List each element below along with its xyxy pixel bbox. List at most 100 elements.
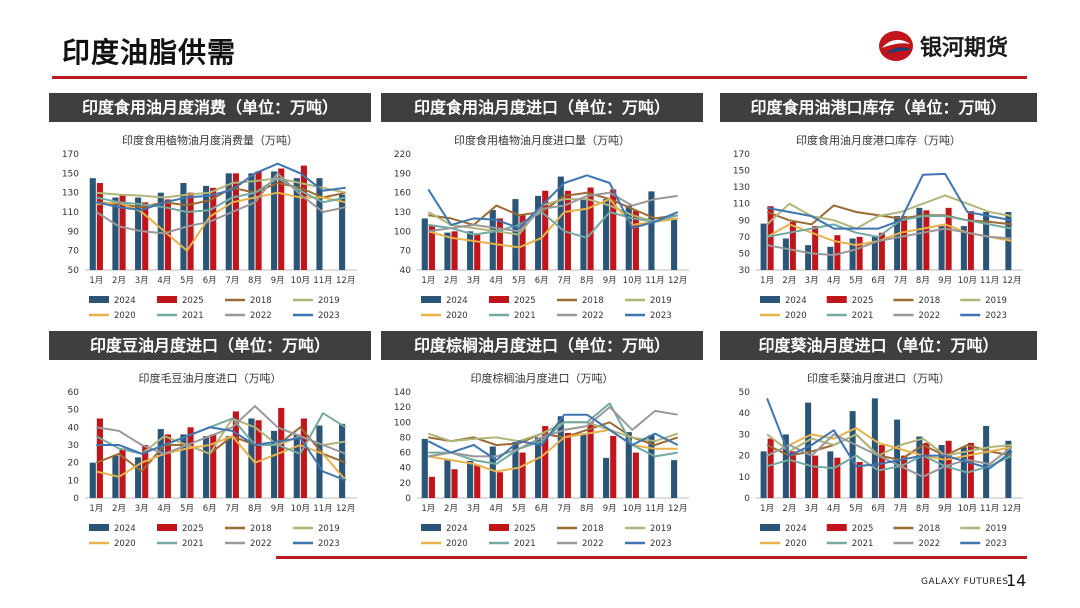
y-tick-label: 30	[68, 441, 80, 451]
x-tick-label: 2月	[444, 276, 458, 286]
y-tick-label: 130	[733, 183, 750, 193]
x-tick-label: 12月	[668, 504, 687, 514]
y-tick-label: 40	[739, 409, 751, 419]
x-tick-label: 5月	[180, 276, 194, 286]
bar-2025	[474, 464, 481, 498]
bar-2024	[157, 429, 164, 498]
bar-2024	[983, 425, 990, 498]
bar-2024	[489, 446, 496, 498]
x-tick-label: 10月	[958, 276, 977, 286]
legend-label-2019: 2019	[985, 296, 1007, 306]
bar-2025	[428, 224, 435, 270]
x-tick-label: 4月	[157, 504, 171, 514]
bar-2024	[316, 425, 323, 498]
bar-2024	[135, 457, 142, 498]
legend-label-2019: 2019	[318, 524, 340, 534]
bar-2024	[603, 199, 610, 270]
legend-label-2020: 2020	[114, 539, 136, 549]
bar-2025	[945, 440, 952, 498]
legend-label-2024: 2024	[446, 296, 468, 306]
y-tick-label: 20	[400, 479, 412, 489]
bar-2024	[625, 432, 632, 498]
bar-2024	[557, 416, 564, 498]
bar-2025	[542, 190, 549, 270]
bar-2024	[782, 434, 789, 498]
bar-2024	[782, 238, 789, 270]
legend-label-2020: 2020	[446, 311, 468, 321]
bar-2024	[293, 434, 300, 498]
y-tick-label: 110	[62, 208, 79, 218]
bar-2024	[827, 246, 834, 270]
bar-2025	[767, 206, 774, 270]
x-tick-label: 7月	[557, 504, 571, 514]
line-2023	[96, 426, 347, 482]
page-title: 印度油脂供需	[62, 36, 237, 69]
legend-label-2020: 2020	[446, 539, 468, 549]
legend-label-2018: 2018	[250, 296, 272, 306]
x-tick-label: 7月	[894, 276, 908, 286]
bar-2024	[938, 226, 945, 270]
x-tick-label: 5月	[849, 276, 863, 286]
x-tick-label: 12月	[1002, 276, 1021, 286]
line-2018	[428, 191, 678, 226]
y-tick-label: 70	[739, 233, 751, 243]
bar-2024	[339, 194, 346, 270]
x-tick-label: 3月	[467, 504, 481, 514]
y-tick-label: 90	[739, 216, 751, 226]
legend-label-2021: 2021	[182, 539, 204, 549]
bar-2025	[564, 190, 571, 270]
y-tick-label: 100	[394, 227, 411, 237]
line-2023	[766, 398, 1013, 470]
x-tick-label: 2月	[112, 276, 126, 286]
bar-2025	[255, 171, 262, 270]
x-tick-label: 5月	[512, 276, 526, 286]
y-tick-label: 0	[73, 494, 79, 504]
x-tick-label: 4月	[489, 504, 503, 514]
legend-label-2019: 2019	[318, 296, 340, 306]
line-2022	[766, 227, 1012, 257]
bar-2025	[187, 427, 194, 498]
y-tick-label: 50	[739, 388, 751, 398]
legend-label-2023: 2023	[985, 539, 1007, 549]
bar-2025	[519, 452, 526, 498]
line-2019	[766, 194, 1013, 230]
bar-2025	[300, 418, 307, 498]
y-tick-label: 70	[68, 247, 80, 257]
bar-2025	[610, 435, 617, 498]
x-tick-label: 10月	[623, 504, 642, 514]
x-tick-label: 11月	[645, 504, 664, 514]
line-2019	[427, 421, 679, 443]
bar-2024	[938, 445, 945, 498]
bar-2024	[180, 183, 187, 270]
legend-label-2018: 2018	[582, 524, 604, 534]
bar-2025	[587, 187, 594, 270]
bar-2024	[916, 436, 923, 498]
bar-2024	[421, 438, 428, 498]
y-tick-label: 50	[739, 249, 751, 259]
bar-2024	[203, 436, 210, 498]
legend-label-2019: 2019	[650, 524, 672, 534]
legend-swatch-2025	[157, 296, 177, 303]
x-tick-label: 5月	[180, 504, 194, 514]
x-tick-label: 8月	[916, 504, 930, 514]
legend-label-2018: 2018	[919, 296, 941, 306]
legend-label-2023: 2023	[650, 311, 672, 321]
x-tick-label: 11月	[313, 276, 332, 286]
x-tick-label: 7月	[225, 276, 239, 286]
bar-2024	[849, 238, 856, 270]
x-tick-label: 3月	[805, 276, 819, 286]
line-2020	[428, 428, 678, 473]
chart-legend: 2024 2025 2018 2019 2020 2021 2022 2023	[421, 296, 672, 321]
x-tick-label: 11月	[313, 504, 332, 514]
line-2021	[766, 454, 1013, 474]
chart-legend: 2024 2025 2018 2019 2020 2021 2022 2023	[89, 296, 340, 321]
bar-2025	[96, 418, 103, 498]
bar-2024	[827, 451, 834, 498]
legend-swatch-2025	[826, 524, 847, 531]
bar-2024	[316, 178, 323, 270]
bar-2025	[164, 434, 171, 498]
panel-header-soyoil: 印度豆油月度进口（单位：万吨）	[49, 331, 371, 360]
bar-2025	[923, 210, 930, 270]
x-tick-label: 8月	[580, 504, 594, 514]
y-tick-label: 110	[733, 200, 750, 210]
